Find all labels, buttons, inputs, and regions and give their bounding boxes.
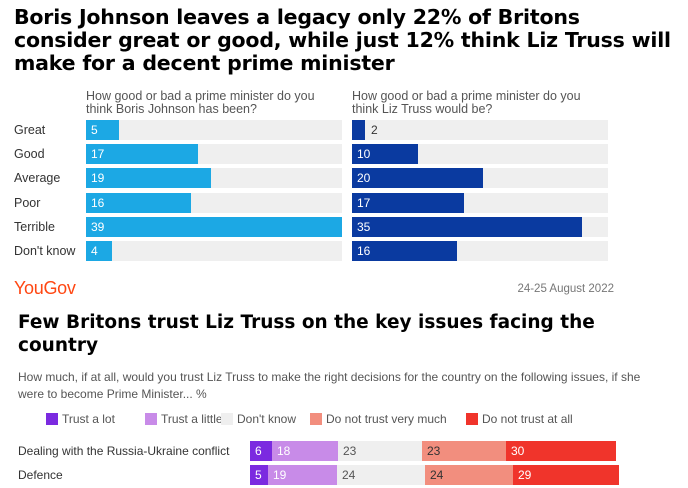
johnson-bar-good: [86, 144, 198, 164]
chart2-title: Few Britons trust Liz Truss on the key i…: [18, 312, 595, 356]
stacked-row-label: Dealing with the Russia-Ukraine conflict: [18, 444, 230, 458]
johnson-bar-poor: [86, 193, 191, 213]
truss-bar-good: [352, 144, 418, 164]
legend-swatch: [466, 413, 478, 425]
bar-value-label: 39: [91, 220, 105, 234]
truss-bar-average: [352, 168, 483, 188]
survey-date: 24-25 August 2022: [517, 283, 614, 295]
row-label-don-t-know: Don't know: [14, 244, 76, 258]
bar-value-label: 19: [91, 171, 105, 185]
legend-item: Trust a lot: [46, 412, 115, 426]
johnson-bar-don-t-know: [86, 241, 112, 261]
stacked-segment-do-not-trust-at-all: 29: [513, 465, 619, 485]
legend-label: Trust a lot: [62, 412, 115, 426]
bar-value-label: 16: [357, 244, 371, 258]
legend-label: Do not trust at all: [482, 412, 573, 426]
bar-value-label: 17: [357, 196, 371, 210]
stacked-segment-don-t-know: 23: [338, 441, 422, 461]
bar-track: [352, 120, 608, 140]
bar-value-label: 17: [91, 147, 105, 161]
bar-track: [86, 241, 342, 261]
bar-value-label: 16: [91, 196, 105, 210]
stacked-row-label: Defence: [18, 468, 63, 482]
yougov-logo: YouGov: [14, 278, 76, 298]
legend-label: Do not trust very much: [326, 412, 447, 426]
truss-bar-great: [352, 120, 365, 140]
truss-bar-don-t-know: [352, 241, 457, 261]
legend-label: Don't know: [237, 412, 296, 426]
bar-value-label: 2: [371, 123, 378, 137]
chart2-question: How much, if at all, would you trust Liz…: [18, 370, 641, 401]
stacked-segment-do-not-trust-very-much: 23: [422, 441, 506, 461]
bar-value-label: 5: [91, 123, 98, 137]
johnson-bar-great: [86, 120, 119, 140]
legend-item: Trust a little: [145, 412, 223, 426]
johnson-bar-average: [86, 168, 211, 188]
truss-bar-poor: [352, 193, 464, 213]
legend-swatch: [145, 413, 157, 425]
chart1-question-truss: How good or bad a prime minister do you …: [352, 89, 581, 116]
legend-item: Don't know: [221, 412, 296, 426]
chart1-title: Boris Johnson leaves a legacy only 22% o…: [14, 5, 671, 75]
johnson-bar-terrible: [86, 217, 342, 237]
chart1-question-johnson: How good or bad a prime minister do you …: [86, 89, 315, 116]
stacked-segment-do-not-trust-at-all: 30: [506, 441, 616, 461]
stacked-segment-trust-a-lot: 6: [250, 441, 272, 461]
bar-track: [86, 120, 342, 140]
row-label-average: Average: [14, 171, 61, 185]
bar-value-label: 20: [357, 171, 371, 185]
stacked-segment-trust-a-lot: 5: [250, 465, 268, 485]
stacked-segment-trust-a-little: 19: [268, 465, 337, 485]
row-label-good: Good: [14, 147, 45, 161]
legend-swatch: [221, 413, 233, 425]
bar-value-label: 10: [357, 147, 371, 161]
stacked-segment-do-not-trust-very-much: 24: [425, 465, 513, 485]
legend-swatch: [46, 413, 58, 425]
row-label-great: Great: [14, 123, 46, 137]
legend-item: Do not trust very much: [310, 412, 447, 426]
legend-swatch: [310, 413, 322, 425]
bar-value-label: 4: [91, 244, 98, 258]
legend-label: Trust a little: [161, 412, 223, 426]
truss-bar-terrible: [352, 217, 582, 237]
stacked-segment-trust-a-little: 18: [272, 441, 338, 461]
row-label-terrible: Terrible: [14, 220, 55, 234]
legend-item: Do not trust at all: [466, 412, 573, 426]
stacked-segment-don-t-know: 24: [337, 465, 425, 485]
row-label-poor: Poor: [14, 196, 41, 210]
bar-value-label: 35: [357, 220, 371, 234]
